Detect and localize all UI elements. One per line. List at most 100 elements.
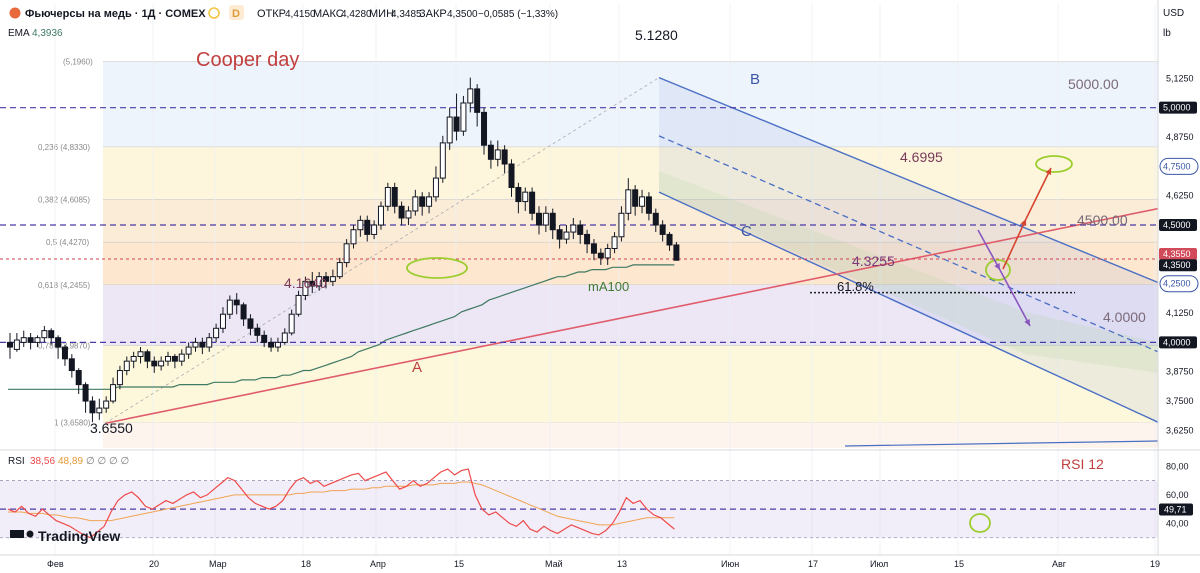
highlight-oval-support: [406, 257, 468, 279]
ma100-line: [8, 264, 675, 390]
copper-symbol-icon[interactable]: [9, 7, 21, 19]
candle-up: [178, 353, 185, 362]
candle-up: [219, 313, 226, 329]
candle-down: [323, 276, 330, 282]
channel-green-fill: [659, 171, 1158, 373]
candle-down: [632, 189, 639, 207]
candle-up: [329, 276, 336, 282]
candle-down: [171, 355, 178, 362]
candle-down: [501, 149, 508, 165]
highlight-oval-touch: [985, 259, 1011, 281]
tradingview-logo-icon: [10, 530, 24, 538]
fib-label: (5,1960): [63, 58, 93, 67]
candle-down: [577, 224, 584, 235]
candle-up: [110, 384, 117, 402]
time-axis-label: Июн: [721, 559, 739, 569]
candle-up: [432, 177, 439, 198]
price-badge: [1159, 259, 1197, 272]
candle-down: [474, 88, 481, 113]
channel-upper-line: [658, 76, 1159, 284]
price-badge: [1159, 157, 1199, 175]
sun-icon: [208, 7, 220, 19]
rsi-highlight-oval: [969, 513, 991, 533]
candle-up: [371, 224, 378, 235]
arrow-down-1-head: [994, 263, 1000, 270]
annotation-low-value: 4.3255: [852, 253, 895, 269]
candle-up: [446, 116, 453, 144]
price-badge-label: 4,5000: [1163, 220, 1191, 230]
arrow-up-2-head: [1045, 168, 1051, 175]
symbol-title[interactable]: Фьючерсы на медь · 1Д · COMEX: [25, 8, 206, 20]
price-channel[interactable]: [658, 76, 1159, 447]
candle-down: [556, 229, 563, 240]
candle-up: [350, 229, 357, 245]
candle-down: [529, 191, 536, 214]
candle-down: [487, 144, 494, 160]
annotation-title: Cooper day: [196, 49, 299, 71]
price-axis[interactable]: 5,12504,87504,62504,37504,12503,87503,75…: [1157, 0, 1199, 555]
arrow-up-2: [1025, 167, 1052, 220]
timeframe-badge[interactable]: [229, 5, 244, 20]
price-badge-label: 4,0000: [1163, 337, 1191, 347]
candle-up: [494, 149, 501, 160]
candle-down: [233, 299, 240, 306]
candle-up: [34, 337, 41, 343]
currency-unit[interactable]: lb: [1163, 28, 1171, 39]
time-axis[interactable]: Фев 20 Мар 18 Апр 15 Май 13 Июн 17 Июл 15 Авг 19: [0, 554, 1200, 569]
candle-down: [61, 346, 68, 360]
price-badge: [1159, 336, 1197, 349]
candle-up: [611, 236, 618, 250]
price-axis-label: 3,6250: [1166, 425, 1194, 435]
price-axis-label: 3,7500: [1166, 396, 1194, 406]
overlays[interactable]: [406, 155, 1073, 327]
price-badge-label: 4,7500: [1163, 161, 1191, 171]
candle-down: [144, 351, 151, 362]
channel-bottom-edge: [844, 440, 1159, 447]
trend-lines[interactable]: [104, 77, 1159, 425]
fib-zone: [103, 345, 1158, 423]
candle-up: [570, 224, 577, 233]
low-label: МИН: [369, 8, 394, 20]
currency-code[interactable]: USD: [1163, 8, 1184, 19]
candle-up: [226, 299, 233, 315]
candle-down: [659, 224, 666, 235]
time-axis-label: Июл: [870, 559, 888, 569]
price-badge-label: 5,0000: [1163, 103, 1191, 113]
candle-up: [158, 360, 165, 367]
fib-label: 0,786 (3,9870): [38, 341, 90, 350]
candle-up: [412, 196, 419, 212]
candle-up: [467, 88, 474, 104]
candle-down: [82, 384, 89, 402]
rsi-label[interactable]: RSI: [8, 456, 25, 467]
candle-up: [384, 186, 391, 207]
candle-down: [673, 244, 680, 261]
tradingview-logo[interactable]: TradingView: [10, 528, 120, 544]
trend-support-line: [104, 207, 1159, 425]
annotation-level-5000: 5000.00: [1068, 76, 1119, 92]
rsi-badge-label: 49,71: [1164, 505, 1187, 515]
change-value: −0,0585 (−1,33%): [478, 9, 558, 20]
annotation-wave-c: C: [741, 223, 752, 240]
candle-down: [254, 327, 261, 336]
time-axis-label: 15: [454, 559, 464, 569]
time-axis-label: 18: [301, 559, 311, 569]
chart-header: Фьючерсы на медь · 1Д · COMEX D ОТКР 4,4…: [8, 5, 558, 39]
candle-up: [639, 196, 646, 207]
fibonacci-labels: (5,1960) 0,236 (4,8330) 0,382 (4,6085) 0,5 …: [38, 58, 93, 428]
candle-down: [515, 186, 522, 203]
fib-label: 0,236 (4,8330): [38, 143, 90, 152]
fib-zone: [103, 242, 1158, 285]
candle-up: [426, 196, 433, 207]
candle-down: [549, 212, 556, 231]
ema-label[interactable]: EMA: [8, 28, 30, 39]
price-axis-label: 4,6250: [1166, 191, 1194, 201]
price-badge-label: 4,2500: [1163, 279, 1191, 289]
candle-up: [522, 191, 529, 203]
rsi-axis-label: 60,00: [1166, 490, 1189, 500]
open-label: ОТКР: [257, 8, 286, 20]
price-badge-label: 4,3500: [1163, 260, 1191, 270]
rsi-pane: [0, 449, 1200, 539]
price-axis-label: 5,1250: [1166, 73, 1194, 83]
candle-down: [151, 360, 158, 367]
time-axis-label: 17: [808, 559, 818, 569]
